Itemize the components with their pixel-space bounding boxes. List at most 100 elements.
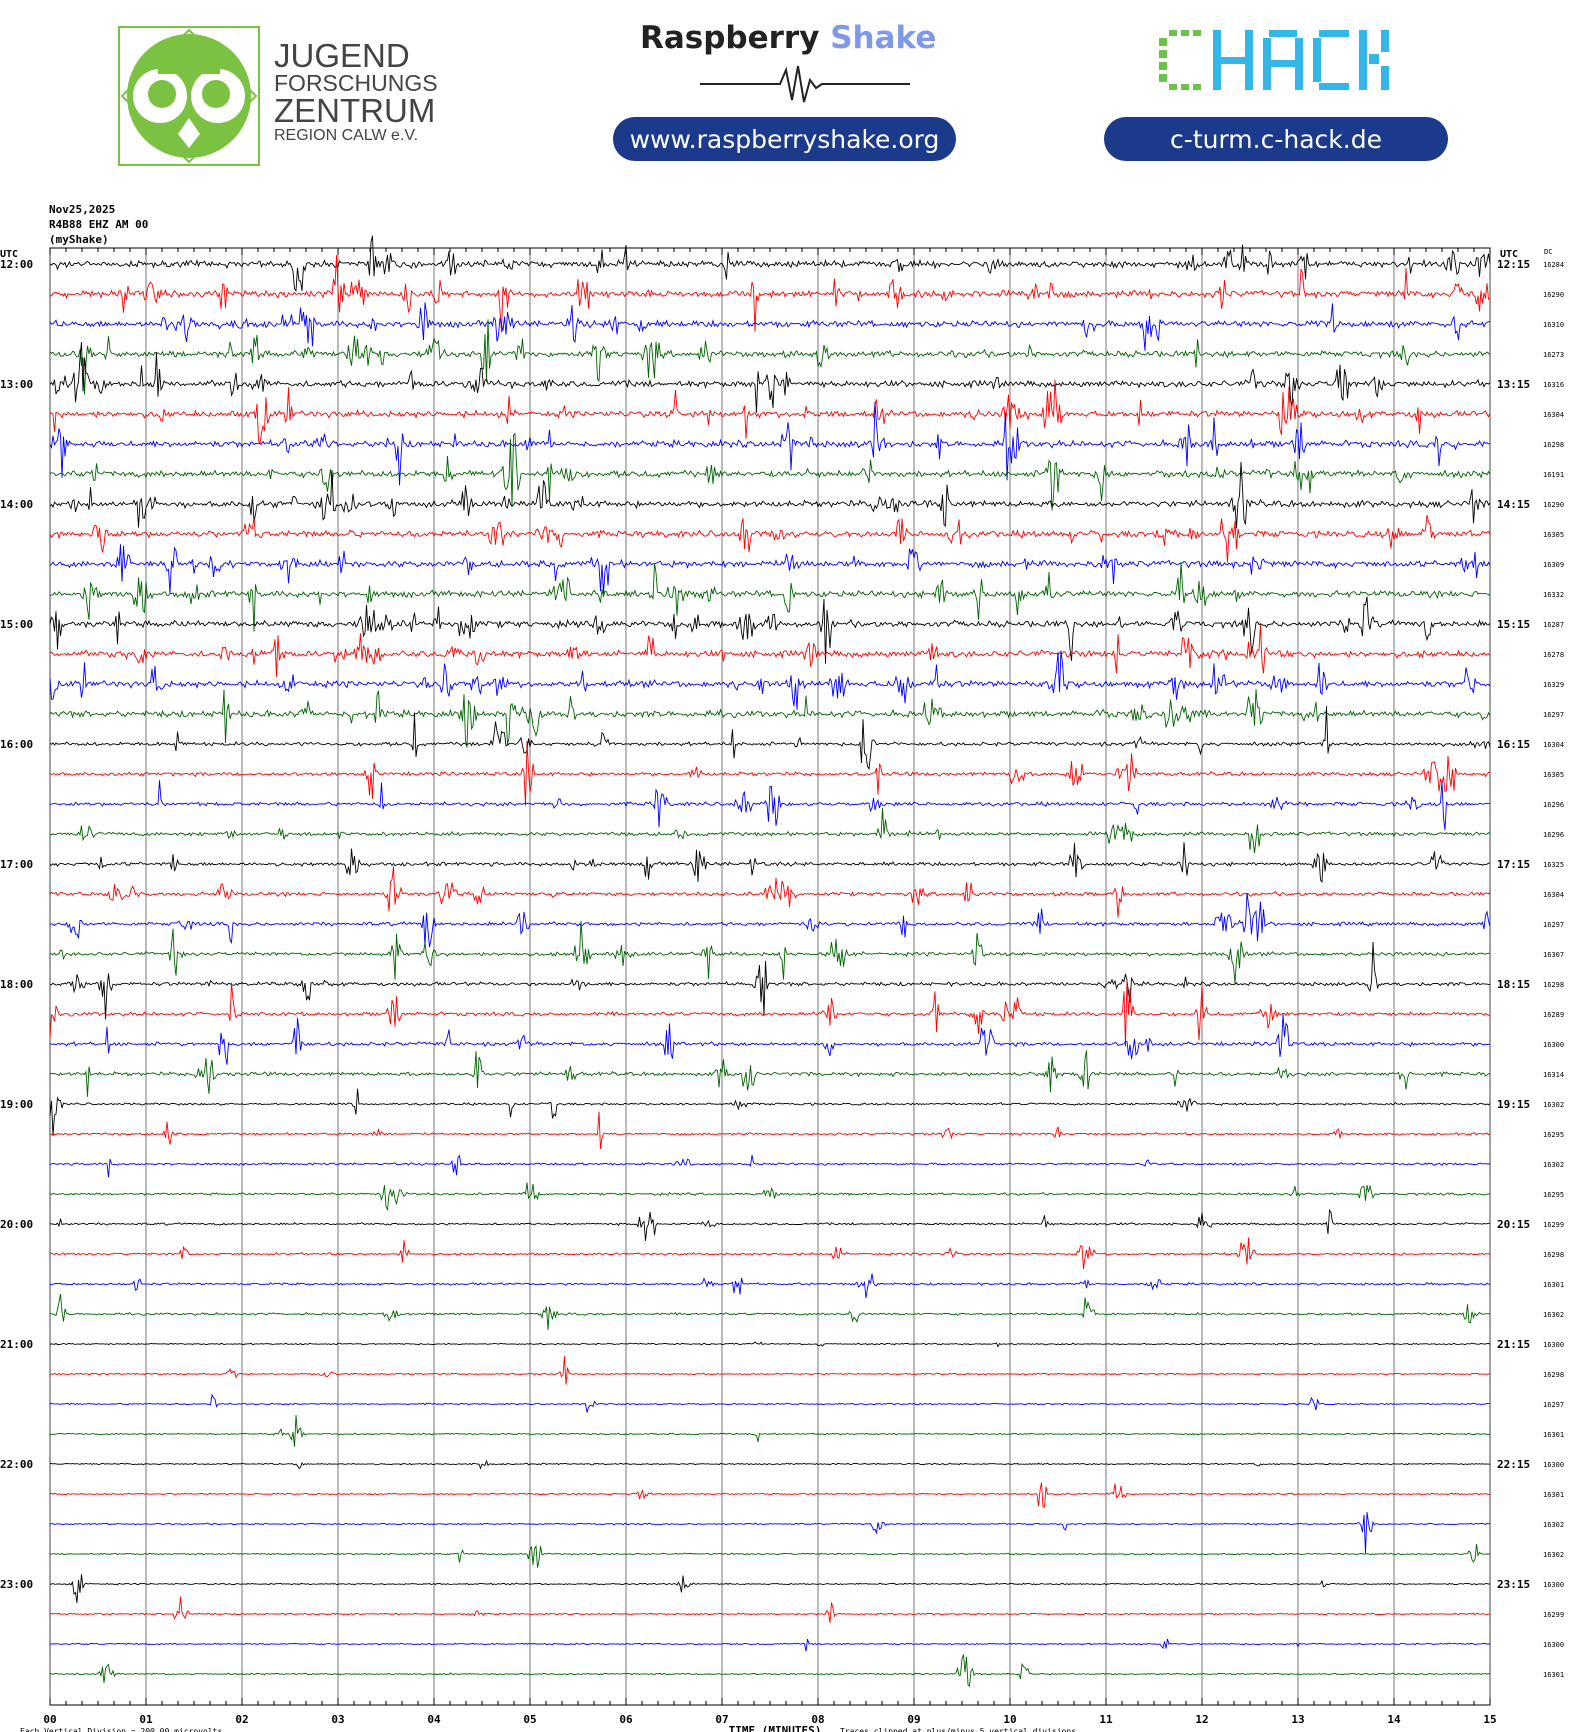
trace-line — [49, 432, 1491, 511]
dc-value-label: 16284 — [1543, 261, 1564, 269]
trace-line — [49, 920, 1490, 984]
left-time-label: 23:00 — [0, 1578, 33, 1591]
dc-value-label: 16302 — [1543, 1311, 1564, 1319]
dc-value-label: 16332 — [1543, 591, 1564, 599]
dc-header: DC — [1544, 248, 1552, 256]
dc-value-label: 16287 — [1543, 621, 1564, 629]
trace-line — [49, 978, 1491, 1047]
dc-value-label: 16290 — [1543, 501, 1564, 509]
trace-line — [50, 1293, 1491, 1330]
header: JUGEND FORSCHUNGS ZENTRUM REGION CALW e.… — [0, 0, 1570, 200]
trace-line — [49, 1393, 1491, 1413]
dc-value-label: 16298 — [1543, 1251, 1564, 1259]
trace-line — [49, 780, 1490, 831]
raspberry-shake-url[interactable]: www.raspberryshake.org — [613, 117, 956, 161]
trace-line — [49, 379, 1491, 446]
trace-line — [49, 1596, 1491, 1623]
x-tick-label: 14 — [1387, 1713, 1401, 1726]
trace-line — [49, 562, 1491, 632]
dc-value-label: 16325 — [1543, 861, 1564, 869]
x-tick-label: 11 — [1099, 1713, 1113, 1726]
scale-note: Each Vertical Division = 200.00 microvol… — [20, 1727, 222, 1732]
trace-line — [49, 1482, 1490, 1508]
helicorder-chart: 00 01 02 03 04 05 06 07 08 09 10 11 12 13 14 15 TIME (MI… — [0, 235, 1564, 1732]
trace-line — [49, 1356, 1491, 1385]
station-source: (myShake) — [49, 233, 109, 246]
right-time-label: 13:15 — [1497, 378, 1530, 391]
chack-url[interactable]: c-turm.c-hack.de — [1104, 117, 1448, 161]
trace-line — [49, 514, 1491, 563]
trace-line — [49, 1459, 1491, 1470]
dc-value-label: 16307 — [1543, 951, 1564, 959]
jfz-title-line3: ZENTRUM — [274, 92, 436, 129]
jfz-title-line4: REGION CALW e.V. — [274, 127, 419, 144]
left-time-label: 17:00 — [0, 858, 33, 871]
dc-value-label: 16296 — [1543, 831, 1564, 839]
trace-line — [49, 302, 1491, 351]
left-time-label: 16:00 — [0, 738, 33, 751]
trace-line — [49, 741, 1491, 806]
trace-line — [49, 1050, 1491, 1097]
x-tick-label: 12 — [1195, 1713, 1208, 1726]
dc-value-label: 16290 — [1543, 291, 1564, 299]
x-tick-label: 03 — [331, 1713, 344, 1726]
trace-line — [49, 892, 1491, 948]
dc-value-label: 16329 — [1543, 681, 1564, 689]
dc-value-label: 16298 — [1543, 441, 1564, 449]
dc-value-label: 16301 — [1543, 1431, 1564, 1439]
chart-traces — [49, 235, 1491, 1688]
right-time-label: 19:15 — [1497, 1098, 1530, 1111]
trace-line — [49, 341, 1491, 413]
dc-value-label: 16299 — [1543, 1221, 1564, 1229]
dc-value-label: 16297 — [1543, 921, 1564, 929]
dc-value-label: 16305 — [1543, 531, 1564, 539]
x-axis-label: TIME (MINUTES) — [729, 1724, 822, 1732]
right-time-label: 15:15 — [1497, 618, 1530, 631]
trace-line — [49, 1111, 1491, 1150]
dc-value-label: 16295 — [1543, 1191, 1564, 1199]
dc-value-label: 16305 — [1543, 771, 1564, 779]
dc-value-label: 16300 — [1543, 1461, 1564, 1469]
x-tick-label: 10 — [1003, 1713, 1016, 1726]
plot-frame — [49, 247, 1491, 1706]
dc-value-label: 16297 — [1543, 711, 1564, 719]
trace-line — [49, 1237, 1491, 1270]
chart-labels: 00 01 02 03 04 05 06 07 08 09 10 11 12 13 14 15 TIME (MI… — [0, 248, 1564, 1732]
dc-value-label: 16295 — [1543, 1131, 1564, 1139]
trace-line — [49, 1154, 1491, 1178]
trace-line — [49, 1511, 1491, 1554]
trace-line — [49, 1341, 1491, 1348]
trace-line — [49, 866, 1491, 918]
dc-value-label: 16298 — [1543, 1371, 1564, 1379]
trace-line — [49, 1638, 1491, 1652]
dc-value-label: 16299 — [1543, 1611, 1564, 1619]
right-time-label: 12:15 — [1497, 258, 1530, 271]
chack-logo — [1155, 30, 1405, 94]
trace-line — [49, 544, 1491, 594]
shake-word: Shake — [830, 20, 937, 56]
x-tick-label: 00 — [43, 1713, 56, 1726]
x-tick-label: 08 — [811, 1713, 824, 1726]
right-time-label: 16:15 — [1497, 738, 1530, 751]
raspberry-word: Raspberry — [640, 20, 820, 56]
left-time-label: 18:00 — [0, 978, 33, 991]
trace-line — [49, 650, 1491, 710]
trace-line — [49, 401, 1491, 486]
dc-value-label: 16301 — [1543, 1491, 1564, 1499]
dc-value-label: 16296 — [1543, 801, 1564, 809]
dc-value-label: 16302 — [1543, 1551, 1564, 1559]
raspberry-shake-logo: Raspberry Shake — [640, 20, 940, 110]
left-time-label: 13:00 — [0, 378, 33, 391]
x-tick-label: 06 — [619, 1713, 633, 1726]
jfz-title-line1: JUGEND — [274, 37, 410, 74]
right-time-label: 14:15 — [1497, 498, 1530, 511]
chart-grid — [49, 247, 1491, 1706]
trace-line — [49, 1544, 1491, 1568]
trace-line — [49, 1013, 1491, 1065]
dc-value-label: 16302 — [1543, 1521, 1564, 1529]
trace-line — [49, 842, 1490, 884]
trace-line — [49, 1654, 1491, 1688]
dc-value-label: 16314 — [1543, 1071, 1564, 1079]
jfz-title-line2: FORSCHUNGS — [274, 70, 438, 96]
trace-line — [49, 255, 1491, 333]
